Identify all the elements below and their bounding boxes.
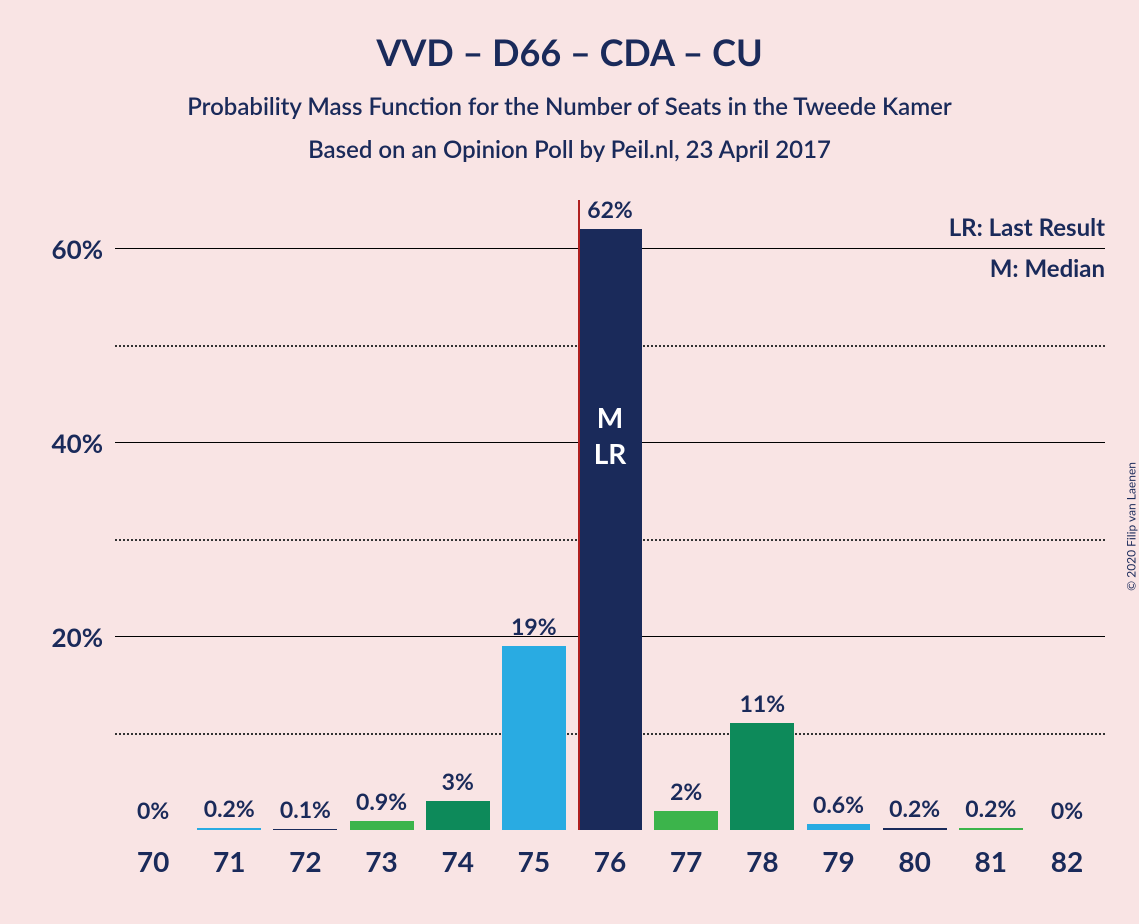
bar: 2% xyxy=(654,811,718,830)
bar-value-label: 0.1% xyxy=(280,795,331,823)
x-tick-label: 77 xyxy=(670,844,702,878)
bar-value-label: 0.2% xyxy=(889,794,940,822)
bar-slot: 0.2%80 xyxy=(877,200,953,830)
x-tick-label: 72 xyxy=(289,844,321,878)
x-tick-label: 80 xyxy=(898,844,930,878)
bar: 0.9% xyxy=(350,821,414,830)
bar-slot: 0%70 xyxy=(115,200,191,830)
x-tick-label: 79 xyxy=(822,844,854,878)
bar-slot: 0.2%81 xyxy=(953,200,1029,830)
x-tick-label: 70 xyxy=(137,844,169,878)
bar: 0.2% xyxy=(197,828,261,830)
bar-inner-label: MLR xyxy=(594,399,627,472)
x-tick-label: 76 xyxy=(594,844,626,878)
x-tick-label: 75 xyxy=(518,844,550,878)
x-tick-label: 71 xyxy=(213,844,245,878)
chart-container: VVD – D66 – CDA – CU Probability Mass Fu… xyxy=(0,0,1139,924)
x-tick-label: 73 xyxy=(365,844,397,878)
chart-title: VVD – D66 – CDA – CU xyxy=(0,0,1139,74)
bar-slot: 0.9%73 xyxy=(343,200,419,830)
bar-slot: 11%78 xyxy=(724,200,800,830)
bar-value-label: 0% xyxy=(137,796,169,824)
bar-value-label: 3% xyxy=(442,767,474,795)
bar-value-label: 0% xyxy=(1051,796,1083,824)
bar-slot: 19%75 xyxy=(496,200,572,830)
x-tick-label: 81 xyxy=(975,844,1007,878)
bar-value-label: 62% xyxy=(587,195,633,223)
copyright-text: © 2020 Filip van Laenen xyxy=(1124,462,1139,591)
bar-slot: 0.6%79 xyxy=(800,200,876,830)
x-tick-label: 82 xyxy=(1051,844,1083,878)
bar: 62%MLR xyxy=(578,229,642,830)
bar: 0.2% xyxy=(959,828,1023,830)
x-tick-label: 78 xyxy=(746,844,778,878)
bar-slot: 0.2%71 xyxy=(191,200,267,830)
bar: 3% xyxy=(426,801,490,830)
bar-value-label: 19% xyxy=(511,612,557,640)
bar-value-label: 0.2% xyxy=(965,794,1016,822)
bar-slot: 3%74 xyxy=(420,200,496,830)
bar-slot: 0.1%72 xyxy=(267,200,343,830)
y-tick-label: 40% xyxy=(52,427,103,459)
median-line xyxy=(578,200,580,830)
bar-value-label: 0.9% xyxy=(356,787,407,815)
bar: 0.6% xyxy=(807,824,871,830)
y-tick-label: 60% xyxy=(52,233,103,265)
chart-subtitle-1: Probability Mass Function for the Number… xyxy=(0,92,1139,121)
chart-subtitle-2: Based on an Opinion Poll by Peil.nl, 23 … xyxy=(0,135,1139,164)
bar-value-label: 0.2% xyxy=(204,794,255,822)
x-tick-label: 74 xyxy=(441,844,473,878)
bar-slot: 2%77 xyxy=(648,200,724,830)
bar-value-label: 2% xyxy=(670,777,702,805)
plot-area: 60%40%20% LR: Last Result M: Median 0%70… xyxy=(115,200,1105,830)
bar: 0.1% xyxy=(273,829,337,830)
bar: 0.2% xyxy=(883,828,947,830)
bar-value-label: 0.6% xyxy=(813,790,864,818)
y-tick-label: 20% xyxy=(52,621,103,653)
bar-value-label: 11% xyxy=(740,689,786,717)
bar-slot: 0%82 xyxy=(1029,200,1105,830)
bar: 19% xyxy=(502,646,566,830)
bar-slot: 62%MLR76 xyxy=(572,200,648,830)
bar: 11% xyxy=(730,723,794,830)
bars-area: 0%700.2%710.1%720.9%733%7419%7562%MLR762… xyxy=(115,200,1105,830)
